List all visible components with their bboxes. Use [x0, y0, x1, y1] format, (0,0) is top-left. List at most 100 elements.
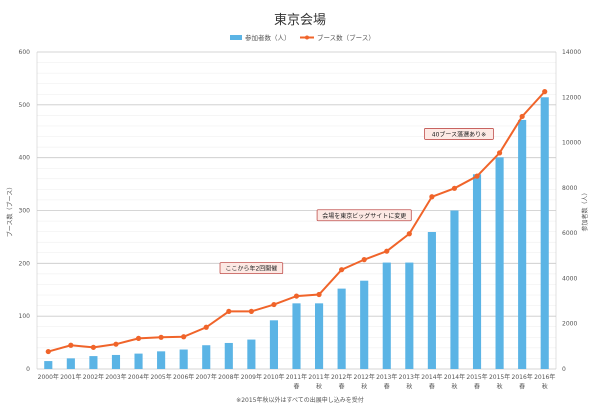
line-point [339, 267, 345, 273]
x-tick-label: 秋 [316, 383, 322, 391]
bar [202, 345, 211, 369]
bar [518, 119, 527, 369]
line-point [384, 248, 390, 254]
bar [360, 280, 369, 369]
line-point [45, 348, 51, 355]
right-tick-label: 2000 [562, 321, 577, 328]
bar [111, 354, 121, 369]
x-tick-label: 2003年 [105, 373, 126, 381]
chart-title: 東京会場 [274, 12, 326, 28]
bar-series [44, 97, 549, 370]
x-tick-label: 2016年 [534, 373, 555, 381]
x-tick-label: 2014年 [421, 373, 442, 381]
bar [450, 210, 459, 369]
bar [315, 303, 324, 369]
left-tick-label: 400 [19, 155, 31, 162]
x-tick-label: 2016年 [512, 373, 533, 381]
x-tick-label: 2012年 [354, 373, 375, 381]
legend: 参加者数（人） ブース数（ブース） [230, 33, 375, 42]
bar [472, 174, 482, 369]
line-point [248, 308, 254, 315]
left-tick-label: 500 [19, 102, 31, 109]
right-tick-label: 4000 [562, 275, 577, 282]
bar [382, 262, 391, 369]
annotation-box [316, 209, 412, 222]
bar [134, 353, 143, 369]
x-tick-label: 2002年 [83, 373, 104, 381]
x-tick-label: 2015年 [489, 373, 510, 381]
x-tick-label: 2015年 [466, 373, 487, 381]
x-tick-label: 2008年 [218, 373, 239, 381]
right-tick-label: 12000 [562, 94, 581, 101]
legend-label: ブース数（ブース） [317, 33, 375, 42]
annotation: ここから年2回開催 [219, 262, 284, 275]
x-tick-label: 春 [384, 383, 390, 391]
x-tick-label: 2004年 [128, 373, 149, 381]
line-point [113, 341, 119, 347]
bar [540, 97, 549, 370]
left-axis-title: ブース数（ブース） [6, 184, 14, 237]
line-point [181, 334, 187, 340]
x-tick-label: 秋 [406, 383, 412, 391]
line-point [135, 335, 142, 341]
annotation-box [424, 128, 494, 140]
annotation: 会場を東京ビッグサイトに変更 [316, 209, 412, 222]
x-tick-label: 春 [339, 383, 345, 391]
right-tick-label: 14000 [562, 49, 581, 56]
legend-swatch-marker [305, 35, 309, 40]
bar [66, 358, 75, 369]
x-tick-label: 2006年 [173, 373, 194, 381]
annotations: ここから年2回開催 会場を東京ビッグサイトに変更 40ブース落選あり※ [219, 128, 494, 275]
x-tick-label: 2010年 [263, 373, 284, 381]
legend-swatch-bar [230, 35, 242, 40]
x-tick-label: 春 [519, 383, 525, 391]
bar [44, 361, 53, 369]
x-tick-label: 秋 [542, 383, 548, 391]
line-point [429, 194, 435, 200]
x-tick-label: 2013年 [376, 373, 397, 381]
x-tick-label: 2011年 [286, 373, 307, 381]
line-point [271, 301, 277, 308]
bar [337, 288, 346, 369]
line-point [68, 342, 74, 348]
bar [427, 232, 436, 369]
x-tick-label: 2011年 [308, 373, 329, 381]
bar [405, 262, 414, 369]
x-tick-label: 春 [429, 383, 435, 391]
x-tick-label: 2000年 [38, 373, 59, 381]
line-point [293, 293, 300, 299]
line-point [158, 334, 164, 340]
x-tick-label: 春 [293, 383, 299, 391]
x-tick-label: 2009年 [241, 373, 262, 381]
annotation: 40ブース落選あり※ [424, 128, 494, 140]
line-point [474, 173, 480, 179]
x-tick-label: 2001年 [60, 373, 81, 381]
annotation-text: 会場を東京ビッグサイトに変更 [322, 212, 406, 220]
left-tick-label: 300 [19, 208, 31, 215]
x-tick-label: 2014年 [444, 373, 465, 381]
footnote: ※2015年秋以外はすべての出展申し込みを受付 [236, 396, 364, 404]
legend-label: 参加者数（人） [245, 33, 291, 42]
line-series [45, 89, 548, 355]
bar [269, 320, 278, 369]
bar [157, 351, 166, 369]
line-point [203, 324, 209, 330]
line-point [519, 113, 525, 120]
line-point [226, 308, 232, 315]
bar [247, 339, 256, 369]
left-axis: 0 100 200 300 400 500 600 ブース数（ブース） [6, 49, 30, 373]
bar [495, 157, 504, 369]
x-tick-label: 秋 [361, 383, 367, 391]
right-axis-title: 参加者数（人） [581, 189, 589, 231]
x-tick-label: 2005年 [150, 373, 171, 381]
annotation-text: ここから年2回開催 [225, 265, 277, 273]
right-tick-label: 10000 [562, 140, 581, 147]
line-point [361, 257, 367, 263]
annotation-text: 40ブース落選あり※ [432, 130, 486, 138]
x-tick-label: 2013年 [399, 373, 420, 381]
line-point [451, 185, 458, 191]
left-tick-label: 0 [26, 366, 30, 373]
left-tick-label: 600 [19, 49, 31, 56]
x-tick-label: 2012年 [331, 373, 352, 381]
